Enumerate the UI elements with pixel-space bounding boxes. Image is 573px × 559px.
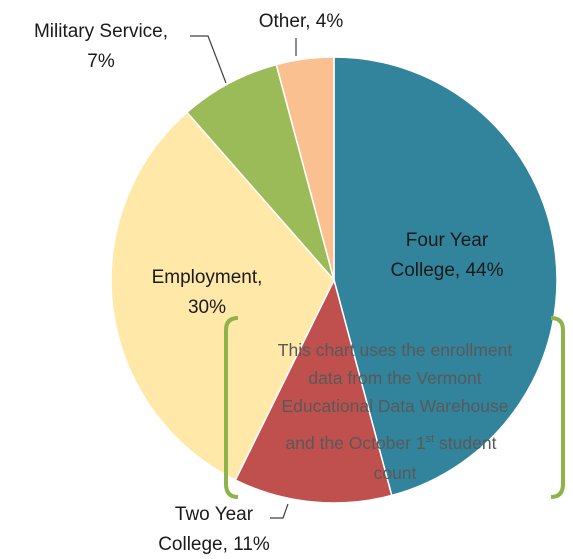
bracket-left [224, 316, 239, 499]
annotation-line-2: data from the Vermont [308, 368, 481, 388]
slice-labels: Four Year College, 44% Two Year College,… [34, 11, 504, 555]
label-two-year-line1: Two Year [175, 504, 254, 525]
pie-slice-employment [110, 111, 335, 482]
annotation-line-1: This chart uses the enrollment [278, 340, 513, 360]
label-four-year-line1: Four Year [406, 230, 489, 251]
annotation-line-4: and the October 1st student [286, 433, 497, 453]
pie-slice-other [275, 56, 335, 281]
annotation-line-4-sup: st [426, 433, 435, 445]
label-employment-line1: Employment, [152, 267, 263, 288]
label-employment-line2: 30% [188, 297, 226, 318]
annotation-line-4-post: student [434, 433, 496, 453]
pie-slice-two-year-college [234, 277, 393, 504]
label-other: Other, 4% [259, 11, 344, 32]
annotation: This chart uses the enrollment data from… [224, 316, 565, 499]
pie-slice-four-year-college [333, 56, 558, 497]
annotation-line-5: count [374, 463, 417, 483]
leader-line-military [190, 35, 227, 84]
pie-slices [110, 56, 558, 504]
leader-line-two-year [270, 503, 289, 519]
bracket-right [550, 316, 565, 499]
pie-slice-military-service [185, 63, 335, 281]
label-four-year-line2: College, 44% [390, 260, 503, 281]
annotation-line-4-pre: and the October 1 [286, 433, 426, 453]
label-military-line1: Military Service, [34, 21, 168, 42]
label-two-year-line2: College, 11% [158, 534, 270, 555]
leader-lines [190, 35, 297, 519]
annotation-line-3: Educational Data Warehouse [282, 396, 509, 416]
label-military-line2: 7% [87, 51, 115, 72]
